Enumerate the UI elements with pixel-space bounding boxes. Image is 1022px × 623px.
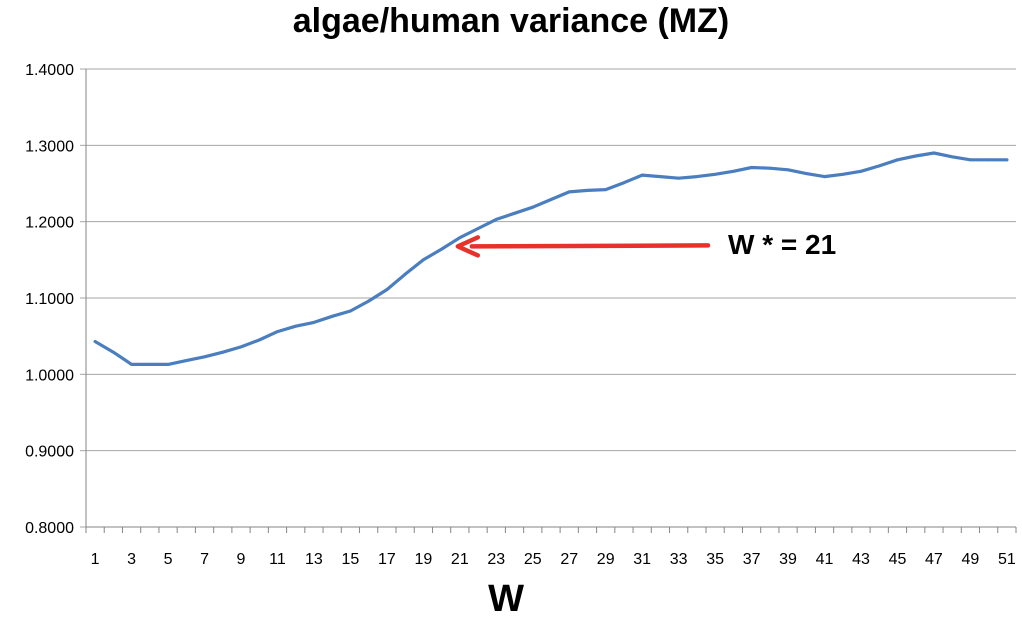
data-point-35 (731, 169, 735, 173)
data-point-10 (276, 330, 279, 333)
data-point-14 (349, 309, 352, 313)
data-point-27 (586, 188, 589, 192)
data-point-16 (385, 288, 389, 292)
x-tick-label-20: 41 (816, 551, 834, 568)
x-tick-label-13: 27 (560, 551, 578, 568)
series-layer (93, 151, 1009, 366)
data-point-31 (659, 175, 662, 179)
x-tick-label-22: 45 (889, 551, 907, 568)
data-point-22 (494, 217, 498, 221)
data-point-33 (695, 175, 699, 179)
data-point-26 (567, 190, 571, 194)
data-point-32 (677, 176, 681, 180)
y-tick-label-3: 1.1000 (25, 291, 74, 308)
data-point-4 (166, 363, 170, 366)
series-line-0 (93, 151, 1009, 366)
x-tick-label-19: 39 (779, 551, 797, 568)
data-point-25 (549, 198, 553, 201)
data-point-5 (184, 359, 188, 362)
data-point-45 (914, 154, 918, 158)
data-point-3 (148, 363, 152, 366)
data-point-40 (823, 175, 826, 179)
annotation (455, 235, 711, 258)
y-tick-label-0: 0.8000 (25, 520, 74, 537)
x-tick-label-15: 31 (633, 551, 651, 568)
x-tick-label-14: 29 (597, 551, 615, 568)
x-tick-label-6: 13 (305, 551, 323, 568)
data-point-41 (841, 172, 845, 176)
annotation-label: W * = 21 (728, 229, 837, 260)
y-tick-label-4: 1.2000 (25, 215, 74, 232)
x-tick-label-5: 11 (269, 551, 286, 568)
data-point-46 (932, 151, 936, 155)
x-tick-label-12: 25 (524, 551, 542, 568)
data-point-28 (604, 188, 608, 192)
gridlines (86, 68, 1016, 528)
data-point-50 (1005, 158, 1009, 162)
x-tick-label-1: 3 (127, 551, 136, 568)
data-point-6 (203, 355, 206, 359)
data-point-29 (622, 181, 626, 185)
y-tick-labels: 0.8000 0.9000 1.0000 1.1000 1.2000 1.3000 1.40… (25, 62, 74, 537)
data-point-30 (640, 173, 644, 177)
data-point-15 (367, 299, 371, 303)
y-tick-label-1: 0.9000 (25, 444, 74, 461)
data-point-1 (111, 350, 115, 354)
x-tick-label-11: 23 (487, 551, 505, 568)
data-point-47 (950, 155, 954, 159)
data-point-9 (257, 338, 261, 342)
data-point-44 (896, 158, 899, 162)
x-tick-labels: 1 3 5 7 9 11 13 15 17 19 21 23 25 27 29 31 33 35 37 39 41 43 4… (91, 551, 1016, 568)
data-point-37 (768, 166, 772, 170)
x-tick-label-9: 19 (414, 551, 432, 568)
y-tick-label-5: 1.3000 (25, 138, 74, 155)
data-point-17 (403, 272, 407, 276)
x-tick-label-4: 9 (237, 551, 246, 568)
data-point-2 (130, 363, 133, 366)
data-point-8 (239, 345, 243, 349)
x-tick-label-7: 15 (342, 551, 360, 568)
arrow-head (455, 235, 481, 258)
data-point-20 (458, 236, 462, 240)
chart-title: algae/human variance (MZ) (292, 2, 730, 40)
data-point-24 (531, 205, 535, 209)
data-point-38 (786, 168, 790, 172)
data-point-12 (312, 321, 316, 324)
data-point-21 (476, 227, 480, 230)
x-tick-label-25: 51 (998, 551, 1016, 568)
x-tick-label-18: 37 (743, 551, 761, 568)
data-point-48 (969, 158, 972, 162)
x-tick-label-2: 5 (164, 551, 173, 568)
x-tick-label-17: 35 (706, 551, 724, 568)
x-tick-label-3: 7 (200, 551, 209, 568)
x-tick-label-0: 1 (91, 551, 100, 568)
x-tick-label-10: 21 (451, 551, 469, 568)
data-point-23 (513, 211, 516, 215)
x-tick-label-24: 49 (962, 551, 980, 568)
y-tick-label-6: 1.4000 (25, 62, 74, 79)
y-tick-label-2: 1.0000 (25, 367, 74, 384)
data-point-11 (294, 324, 298, 328)
data-point-36 (750, 166, 753, 169)
data-point-19 (440, 247, 443, 251)
axes (80, 68, 1017, 533)
data-point-39 (804, 172, 808, 175)
x-tick-label-8: 17 (378, 551, 396, 568)
data-point-13 (330, 314, 334, 318)
data-point-43 (877, 164, 881, 168)
arrow-shaft (469, 243, 711, 249)
x-tick-label-21: 43 (852, 551, 870, 568)
x-axis-label: W (488, 578, 524, 620)
annotation-arrow (455, 235, 711, 258)
x-tick-label-16: 33 (670, 551, 688, 568)
data-point-18 (421, 258, 425, 262)
data-point-34 (713, 172, 717, 176)
data-point-0 (93, 340, 97, 343)
data-point-42 (859, 169, 863, 173)
data-point-7 (221, 350, 225, 354)
x-tick-label-23: 47 (925, 551, 943, 568)
data-point-49 (987, 158, 991, 162)
